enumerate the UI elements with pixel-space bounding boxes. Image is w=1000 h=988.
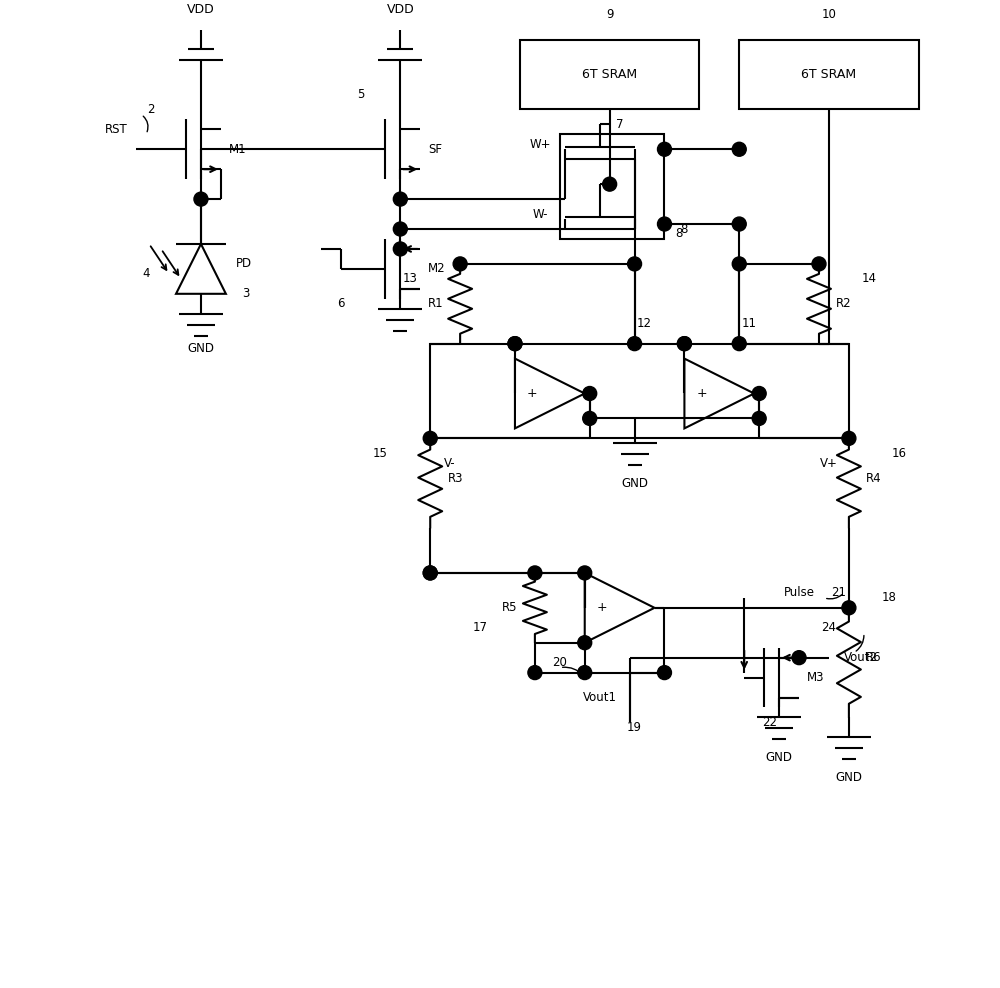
Text: 5: 5 — [357, 88, 364, 101]
Text: R6: R6 — [866, 651, 882, 664]
Text: 8: 8 — [676, 227, 683, 240]
Bar — [430, 344, 849, 439]
Text: +: + — [527, 387, 538, 400]
Circle shape — [732, 257, 746, 271]
Text: R1: R1 — [427, 297, 443, 310]
Text: Vout1: Vout1 — [583, 691, 617, 704]
Text: R2: R2 — [836, 297, 852, 310]
Text: M2: M2 — [428, 263, 446, 276]
Text: 2: 2 — [147, 103, 155, 116]
Circle shape — [812, 257, 826, 271]
Circle shape — [393, 222, 407, 236]
Circle shape — [578, 566, 592, 580]
Text: GND: GND — [835, 771, 862, 783]
Text: +: + — [697, 387, 707, 400]
Text: M3: M3 — [807, 671, 825, 684]
Circle shape — [393, 242, 407, 256]
Text: 11: 11 — [742, 317, 757, 330]
Circle shape — [393, 192, 407, 206]
Text: 17: 17 — [473, 621, 488, 634]
Circle shape — [578, 666, 592, 680]
Text: 7: 7 — [616, 118, 623, 130]
Text: W+: W+ — [529, 137, 551, 151]
Circle shape — [508, 337, 522, 351]
Text: R5: R5 — [502, 602, 518, 615]
Circle shape — [658, 666, 671, 680]
Text: 16: 16 — [891, 447, 906, 459]
Text: 12: 12 — [637, 317, 652, 330]
Circle shape — [658, 217, 671, 231]
Circle shape — [792, 651, 806, 665]
Circle shape — [628, 257, 642, 271]
Text: SF: SF — [428, 142, 442, 156]
Bar — [560, 134, 664, 239]
Circle shape — [194, 192, 208, 206]
Text: GND: GND — [621, 476, 648, 490]
Circle shape — [528, 666, 542, 680]
Bar — [520, 40, 699, 110]
Text: 13: 13 — [403, 273, 418, 286]
Text: 10: 10 — [822, 8, 836, 21]
Text: R4: R4 — [866, 471, 882, 485]
Text: R3: R3 — [447, 471, 463, 485]
Text: 8: 8 — [681, 222, 688, 235]
Circle shape — [677, 337, 691, 351]
Circle shape — [732, 337, 746, 351]
Text: V+: V+ — [820, 456, 838, 469]
Text: 9: 9 — [606, 8, 613, 21]
Text: 18: 18 — [881, 592, 896, 605]
Text: Vout2: Vout2 — [844, 651, 878, 664]
Text: 6T SRAM: 6T SRAM — [582, 68, 637, 81]
Text: W-: W- — [532, 207, 548, 220]
Text: 20: 20 — [552, 656, 567, 669]
Circle shape — [658, 142, 671, 156]
Text: PD: PD — [236, 258, 252, 271]
Text: GND: GND — [187, 342, 214, 355]
Circle shape — [842, 601, 856, 615]
Text: 22: 22 — [762, 716, 777, 729]
Circle shape — [578, 635, 592, 650]
Circle shape — [732, 142, 746, 156]
Text: VDD: VDD — [187, 3, 215, 16]
Circle shape — [583, 386, 597, 400]
Bar — [739, 40, 919, 110]
Circle shape — [423, 566, 437, 580]
Text: V-: V- — [444, 456, 456, 469]
Text: 3: 3 — [242, 288, 249, 300]
Text: GND: GND — [766, 751, 793, 764]
Circle shape — [453, 257, 467, 271]
Text: 19: 19 — [627, 721, 642, 734]
Text: 15: 15 — [373, 447, 388, 459]
Circle shape — [732, 217, 746, 231]
Text: 21: 21 — [831, 586, 846, 600]
Text: RST: RST — [105, 123, 128, 135]
Circle shape — [583, 411, 597, 426]
Circle shape — [842, 432, 856, 446]
Circle shape — [423, 432, 437, 446]
Text: 4: 4 — [142, 268, 150, 281]
Text: 14: 14 — [861, 273, 876, 286]
Text: 6: 6 — [337, 297, 344, 310]
Circle shape — [603, 177, 617, 191]
Text: 24: 24 — [821, 621, 836, 634]
Circle shape — [677, 337, 691, 351]
Circle shape — [423, 566, 437, 580]
Circle shape — [528, 566, 542, 580]
Circle shape — [752, 386, 766, 400]
Circle shape — [752, 411, 766, 426]
Circle shape — [628, 337, 642, 351]
Text: 6T SRAM: 6T SRAM — [801, 68, 857, 81]
Circle shape — [508, 337, 522, 351]
Text: M1: M1 — [229, 142, 246, 156]
Text: Pulse: Pulse — [784, 586, 815, 600]
Text: VDD: VDD — [386, 3, 414, 16]
Text: +: + — [597, 602, 607, 615]
